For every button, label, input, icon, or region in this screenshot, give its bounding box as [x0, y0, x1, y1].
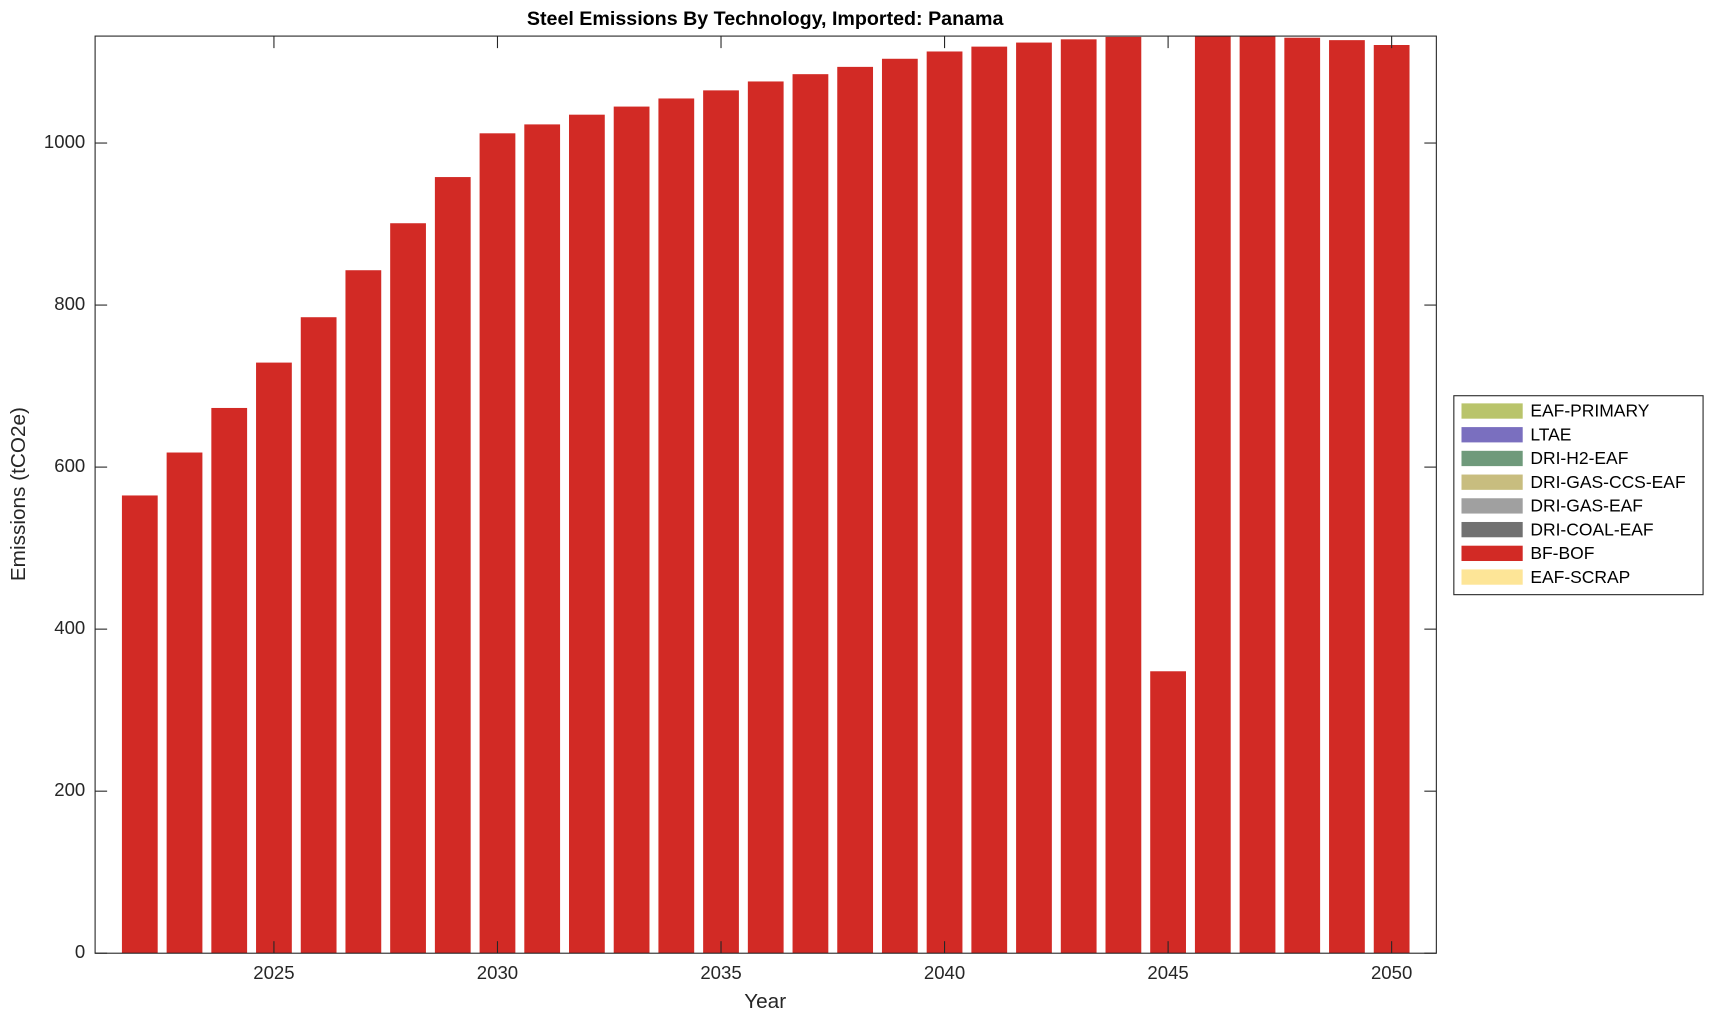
- legend-label: DRI-COAL-EAF: [1530, 519, 1653, 539]
- legend-label: BF-BOF: [1530, 543, 1594, 563]
- legend-label: DRI-H2-EAF: [1530, 448, 1628, 468]
- legend-swatch: [1461, 474, 1523, 490]
- bar: [256, 362, 292, 954]
- bar: [1194, 36, 1231, 954]
- y-tick-label: 1000: [44, 131, 85, 152]
- bar: [881, 58, 918, 954]
- legend-label: EAF-PRIMARY: [1530, 401, 1649, 421]
- legend-swatch: [1461, 427, 1523, 443]
- bar: [1373, 45, 1410, 954]
- bar: [211, 407, 248, 954]
- y-tick-label: 800: [54, 293, 85, 314]
- x-tick-label: 2050: [1371, 962, 1412, 983]
- legend-swatch: [1461, 498, 1523, 514]
- plot-area: [121, 36, 1410, 954]
- bar: [300, 317, 337, 954]
- chart-title: Steel Emissions By Technology, Imported:…: [527, 8, 1005, 30]
- legend-swatch: [1461, 403, 1523, 419]
- bar: [1150, 671, 1186, 954]
- bar: [658, 98, 695, 954]
- x-tick-label: 2040: [924, 962, 965, 983]
- bar: [747, 81, 784, 954]
- legend-label: LTAE: [1530, 424, 1571, 444]
- bar: [1239, 36, 1276, 954]
- legend-label: DRI-GAS-EAF: [1530, 496, 1643, 516]
- bar: [926, 51, 963, 954]
- bar: [121, 495, 158, 954]
- bar: [479, 133, 516, 954]
- x-axis-label: Year: [744, 990, 786, 1013]
- legend-swatch: [1461, 545, 1523, 562]
- x-tick-label: 2045: [1147, 962, 1188, 983]
- bar: [837, 66, 874, 954]
- bar: [1329, 40, 1365, 954]
- bar: [569, 114, 605, 954]
- axes-box: [94, 35, 1437, 954]
- bar: [1284, 37, 1321, 954]
- bar: [1016, 42, 1052, 954]
- bar: [971, 46, 1008, 954]
- bar: [703, 90, 739, 954]
- x-tick-label: 2030: [477, 962, 518, 983]
- y-tick-label: 400: [54, 617, 85, 638]
- bar: [524, 124, 561, 954]
- legend-swatch: [1461, 450, 1523, 467]
- legend-label: DRI-GAS-CCS-EAF: [1530, 472, 1685, 492]
- bar: [345, 270, 382, 954]
- x-tick-label: 2025: [253, 962, 294, 983]
- y-tick-label: 200: [54, 779, 85, 800]
- bar: [1105, 36, 1142, 954]
- y-tick-label: 600: [54, 455, 85, 476]
- bar: [390, 223, 426, 954]
- bar: [613, 106, 650, 954]
- y-axis-label: Emissions (tCO2e): [7, 407, 30, 581]
- y-tick-label: 0: [75, 941, 85, 962]
- bar: [166, 452, 203, 954]
- bar: [1060, 39, 1097, 954]
- x-tick-label: 2035: [700, 962, 741, 983]
- bar: [792, 74, 829, 954]
- legend-swatch: [1461, 521, 1523, 538]
- legend-swatch: [1461, 569, 1523, 585]
- bar: [434, 177, 471, 954]
- legend-label: EAF-SCRAP: [1530, 567, 1630, 587]
